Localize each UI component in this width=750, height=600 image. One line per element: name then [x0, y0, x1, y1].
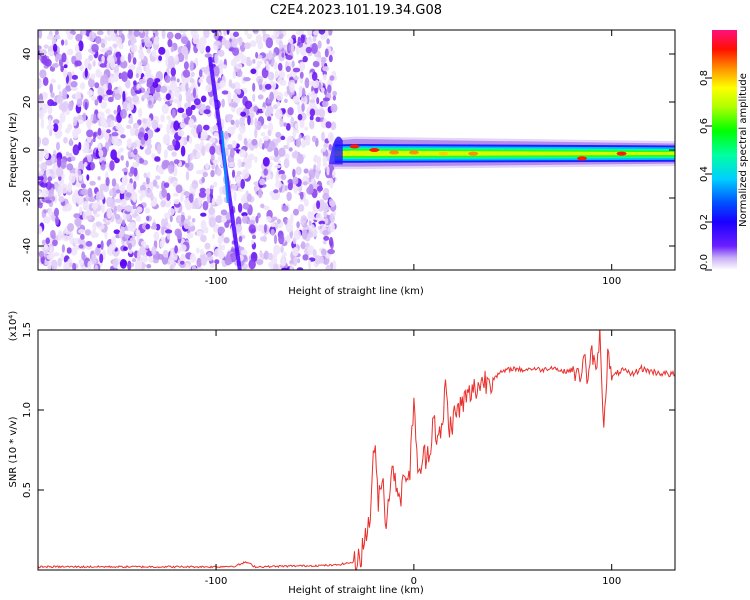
y-tick-label: -40: [22, 238, 33, 254]
colorbar-tick-label: 0.4: [699, 166, 710, 182]
spectral-peak: [408, 150, 419, 155]
spectral-peak: [369, 148, 380, 152]
colorbar: 0.0 0.2 0.4 0.6 0.8 Normalized spectral ampl…: [699, 30, 749, 271]
x-tick-label: -100: [205, 576, 228, 587]
signal-band: [328, 136, 675, 170]
snr-multiplier-label: (x10⁴): [8, 311, 19, 342]
colorbar-tick-label: 0.2: [699, 214, 710, 230]
x-tick-label: 100: [602, 276, 621, 287]
y-tick-label: 20: [22, 96, 33, 109]
y-tick-label: 0: [22, 147, 33, 153]
x-tick-label: 100: [602, 576, 621, 587]
spectrogram-xlabel: Height of straight line (km): [288, 286, 424, 297]
spectrogram-panel: -100 100 -40 -20 0 20 40 Height of straight li…: [8, 29, 676, 297]
x-tick-label: -100: [205, 276, 228, 287]
spectral-peak: [577, 156, 588, 161]
snr-ylabel: SNR (10 * v/v): [8, 416, 19, 487]
spectrogram-ylabel: Frequency (Hz): [8, 112, 19, 188]
spectral-peak: [616, 151, 627, 156]
spectral-peak: [468, 151, 479, 156]
spectral-peak: [389, 150, 400, 155]
colorbar-tick-label: 0.0: [699, 254, 710, 270]
colorbar-label: Normalized spectral amplitude: [738, 73, 749, 227]
streak-highlight: [220, 130, 230, 203]
y-tick-label: 1.0: [22, 402, 33, 418]
band-layer: [334, 150, 675, 157]
y-tick-label: 1.5: [22, 322, 33, 338]
snr-plot-area: [38, 330, 675, 570]
band-onset: [328, 136, 343, 165]
snr-xlabel: Height of straight line (km): [288, 585, 424, 596]
colorbar-tick-label: 0.8: [699, 70, 710, 86]
y-tick-label: 0.5: [22, 482, 33, 498]
chart-title: C2E4.2023.101.19.34.G08: [270, 3, 442, 18]
y-tick-label: -20: [22, 190, 33, 206]
spectral-peak: [349, 144, 360, 149]
colorbar-gradient: [712, 30, 737, 270]
snr-panel: -100 0 100 0.5 1.0 1.5 Height of straight lin…: [8, 311, 676, 596]
y-tick-label: 40: [22, 48, 33, 61]
colorbar-tick-label: 0.6: [699, 118, 710, 134]
spectral-peak: [438, 151, 449, 156]
x-tick-label: 0: [411, 576, 417, 587]
